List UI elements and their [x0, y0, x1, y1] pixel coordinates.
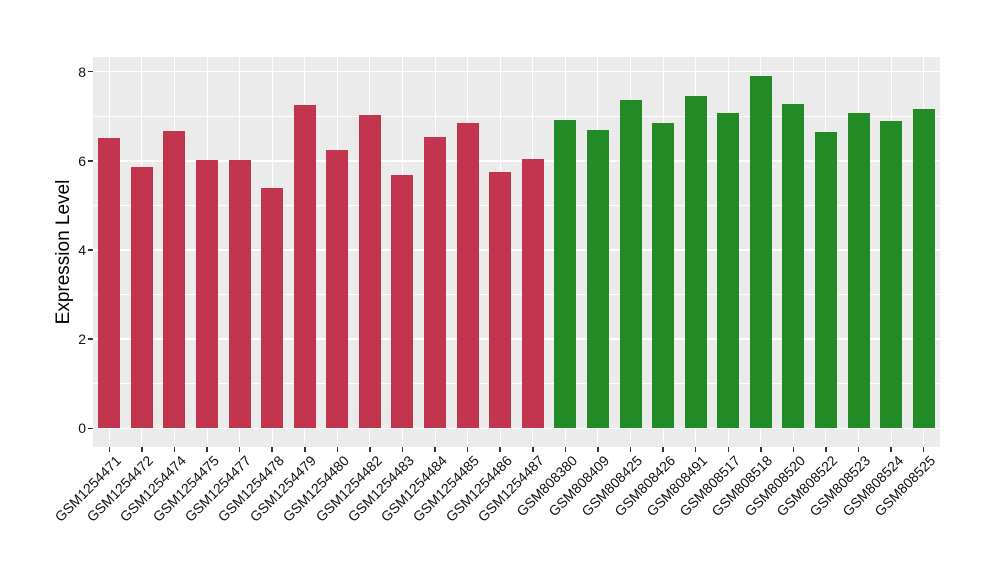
y-gridline-major — [93, 338, 940, 340]
x-tick-label: GSM808520 — [741, 452, 809, 520]
x-axis-tick — [564, 447, 567, 452]
y-tick-label: 8 — [78, 63, 86, 80]
bar-GSM808520 — [782, 103, 805, 429]
x-axis-tick — [922, 447, 925, 452]
x-axis-tick — [857, 447, 860, 452]
bar-GSM808491 — [684, 95, 707, 429]
x-axis-tick — [825, 447, 827, 452]
x-axis-tick — [401, 447, 404, 452]
x-tick-label: GSM1254477 — [181, 452, 255, 525]
x-tick-label: GSM808491 — [643, 452, 711, 520]
x-tick-label: GSM808425 — [578, 452, 646, 520]
x-axis-tick — [304, 447, 306, 452]
bar-GSM1254483 — [391, 174, 414, 429]
x-axis-tick — [434, 447, 436, 452]
x-tick-label: GSM808525 — [871, 452, 939, 520]
x-tick-label: GSM808426 — [610, 452, 678, 520]
y-tick-label: 2 — [78, 331, 86, 348]
y-axis-title: Expression Level — [53, 179, 74, 325]
x-axis-tick — [532, 447, 534, 452]
x-tick-label: GSM808380 — [513, 452, 580, 520]
bar-GSM808525 — [912, 108, 935, 429]
bar-GSM808523 — [847, 113, 870, 429]
x-axis-tick — [760, 447, 762, 452]
y-gridline-minor — [93, 115, 940, 117]
y-gridline-major — [93, 249, 940, 251]
x-tick-label: GSM1254483 — [344, 452, 418, 525]
bar-GSM1254478 — [261, 188, 284, 429]
x-tick-label: GSM808517 — [675, 452, 743, 520]
y-gridline-minor — [93, 294, 940, 295]
x-axis-tick — [727, 447, 729, 452]
x-axis-tick — [206, 447, 208, 452]
x-axis-tick — [662, 447, 664, 452]
x-axis-tick — [890, 447, 892, 452]
bar-GSM1254482 — [358, 114, 381, 429]
bar-GSM1254477 — [228, 159, 251, 429]
x-tick-label: GSM1254472 — [84, 452, 157, 525]
x-tick-label: GSM1254484 — [377, 452, 450, 525]
bar-GSM1254479 — [293, 104, 316, 429]
x-tick-label: GSM1254479 — [246, 452, 320, 525]
x-tick-label: GSM808522 — [773, 452, 841, 520]
bar-GSM1254472 — [130, 166, 153, 429]
x-axis-tick — [629, 447, 632, 452]
x-tick-label: GSM808518 — [708, 452, 776, 520]
x-axis-tick — [597, 447, 599, 452]
x-tick-label: GSM1254487 — [474, 452, 548, 525]
y-gridline-major — [93, 427, 940, 429]
x-axis-tick — [238, 447, 241, 452]
bar-GSM808380 — [554, 119, 577, 429]
bar-GSM808409 — [586, 130, 609, 429]
bar-GSM1254475 — [196, 159, 219, 429]
x-axis-tick — [369, 447, 371, 452]
y-gridline-major — [93, 160, 940, 162]
x-axis-tick — [336, 447, 339, 452]
x-tick-label: GSM1254478 — [214, 452, 287, 525]
x-tick-label: GSM1254485 — [409, 452, 483, 525]
bar-GSM808517 — [717, 113, 740, 429]
bar-GSM808518 — [749, 75, 772, 429]
y-gridline-minor — [93, 205, 940, 206]
x-tick-label: GSM808524 — [838, 452, 906, 520]
bar-GSM808425 — [619, 100, 642, 429]
x-axis-tick — [173, 447, 176, 452]
x-tick-label: GSM1254486 — [442, 452, 515, 525]
x-tick-label: GSM808523 — [806, 452, 874, 520]
x-axis-tick — [271, 447, 273, 452]
x-tick-label: GSM1254475 — [149, 452, 222, 525]
bar-GSM1254474 — [163, 130, 186, 429]
y-gridline-major — [93, 71, 940, 73]
bar-GSM1254480 — [326, 150, 349, 429]
y-tick-label: 0 — [78, 420, 86, 437]
x-axis-tick — [141, 447, 143, 452]
x-axis-tick — [499, 447, 501, 452]
y-gridline-minor — [93, 383, 940, 385]
x-axis-tick — [792, 447, 795, 452]
bar-GSM808426 — [652, 122, 675, 429]
x-tick-label: GSM1254471 — [51, 452, 124, 525]
x-tick-label: GSM1254474 — [116, 452, 190, 525]
bar-GSM1254486 — [489, 171, 512, 429]
plot-panel — [93, 57, 940, 447]
bar-GSM1254471 — [98, 137, 121, 429]
x-axis-tick — [466, 447, 469, 452]
x-tick-label: GSM808409 — [545, 452, 613, 520]
bar-GSM1254485 — [456, 122, 479, 429]
bar-GSM1254487 — [521, 158, 544, 429]
x-tick-label: GSM1254482 — [312, 452, 385, 525]
x-axis-tick — [108, 447, 111, 452]
bar-GSM808522 — [814, 132, 837, 429]
x-axis-tick — [694, 447, 697, 452]
x-tick-label: GSM1254480 — [279, 452, 352, 525]
bar-GSM1254484 — [424, 137, 447, 429]
bar-GSM808524 — [880, 120, 903, 429]
y-tick-label: 6 — [78, 152, 86, 169]
